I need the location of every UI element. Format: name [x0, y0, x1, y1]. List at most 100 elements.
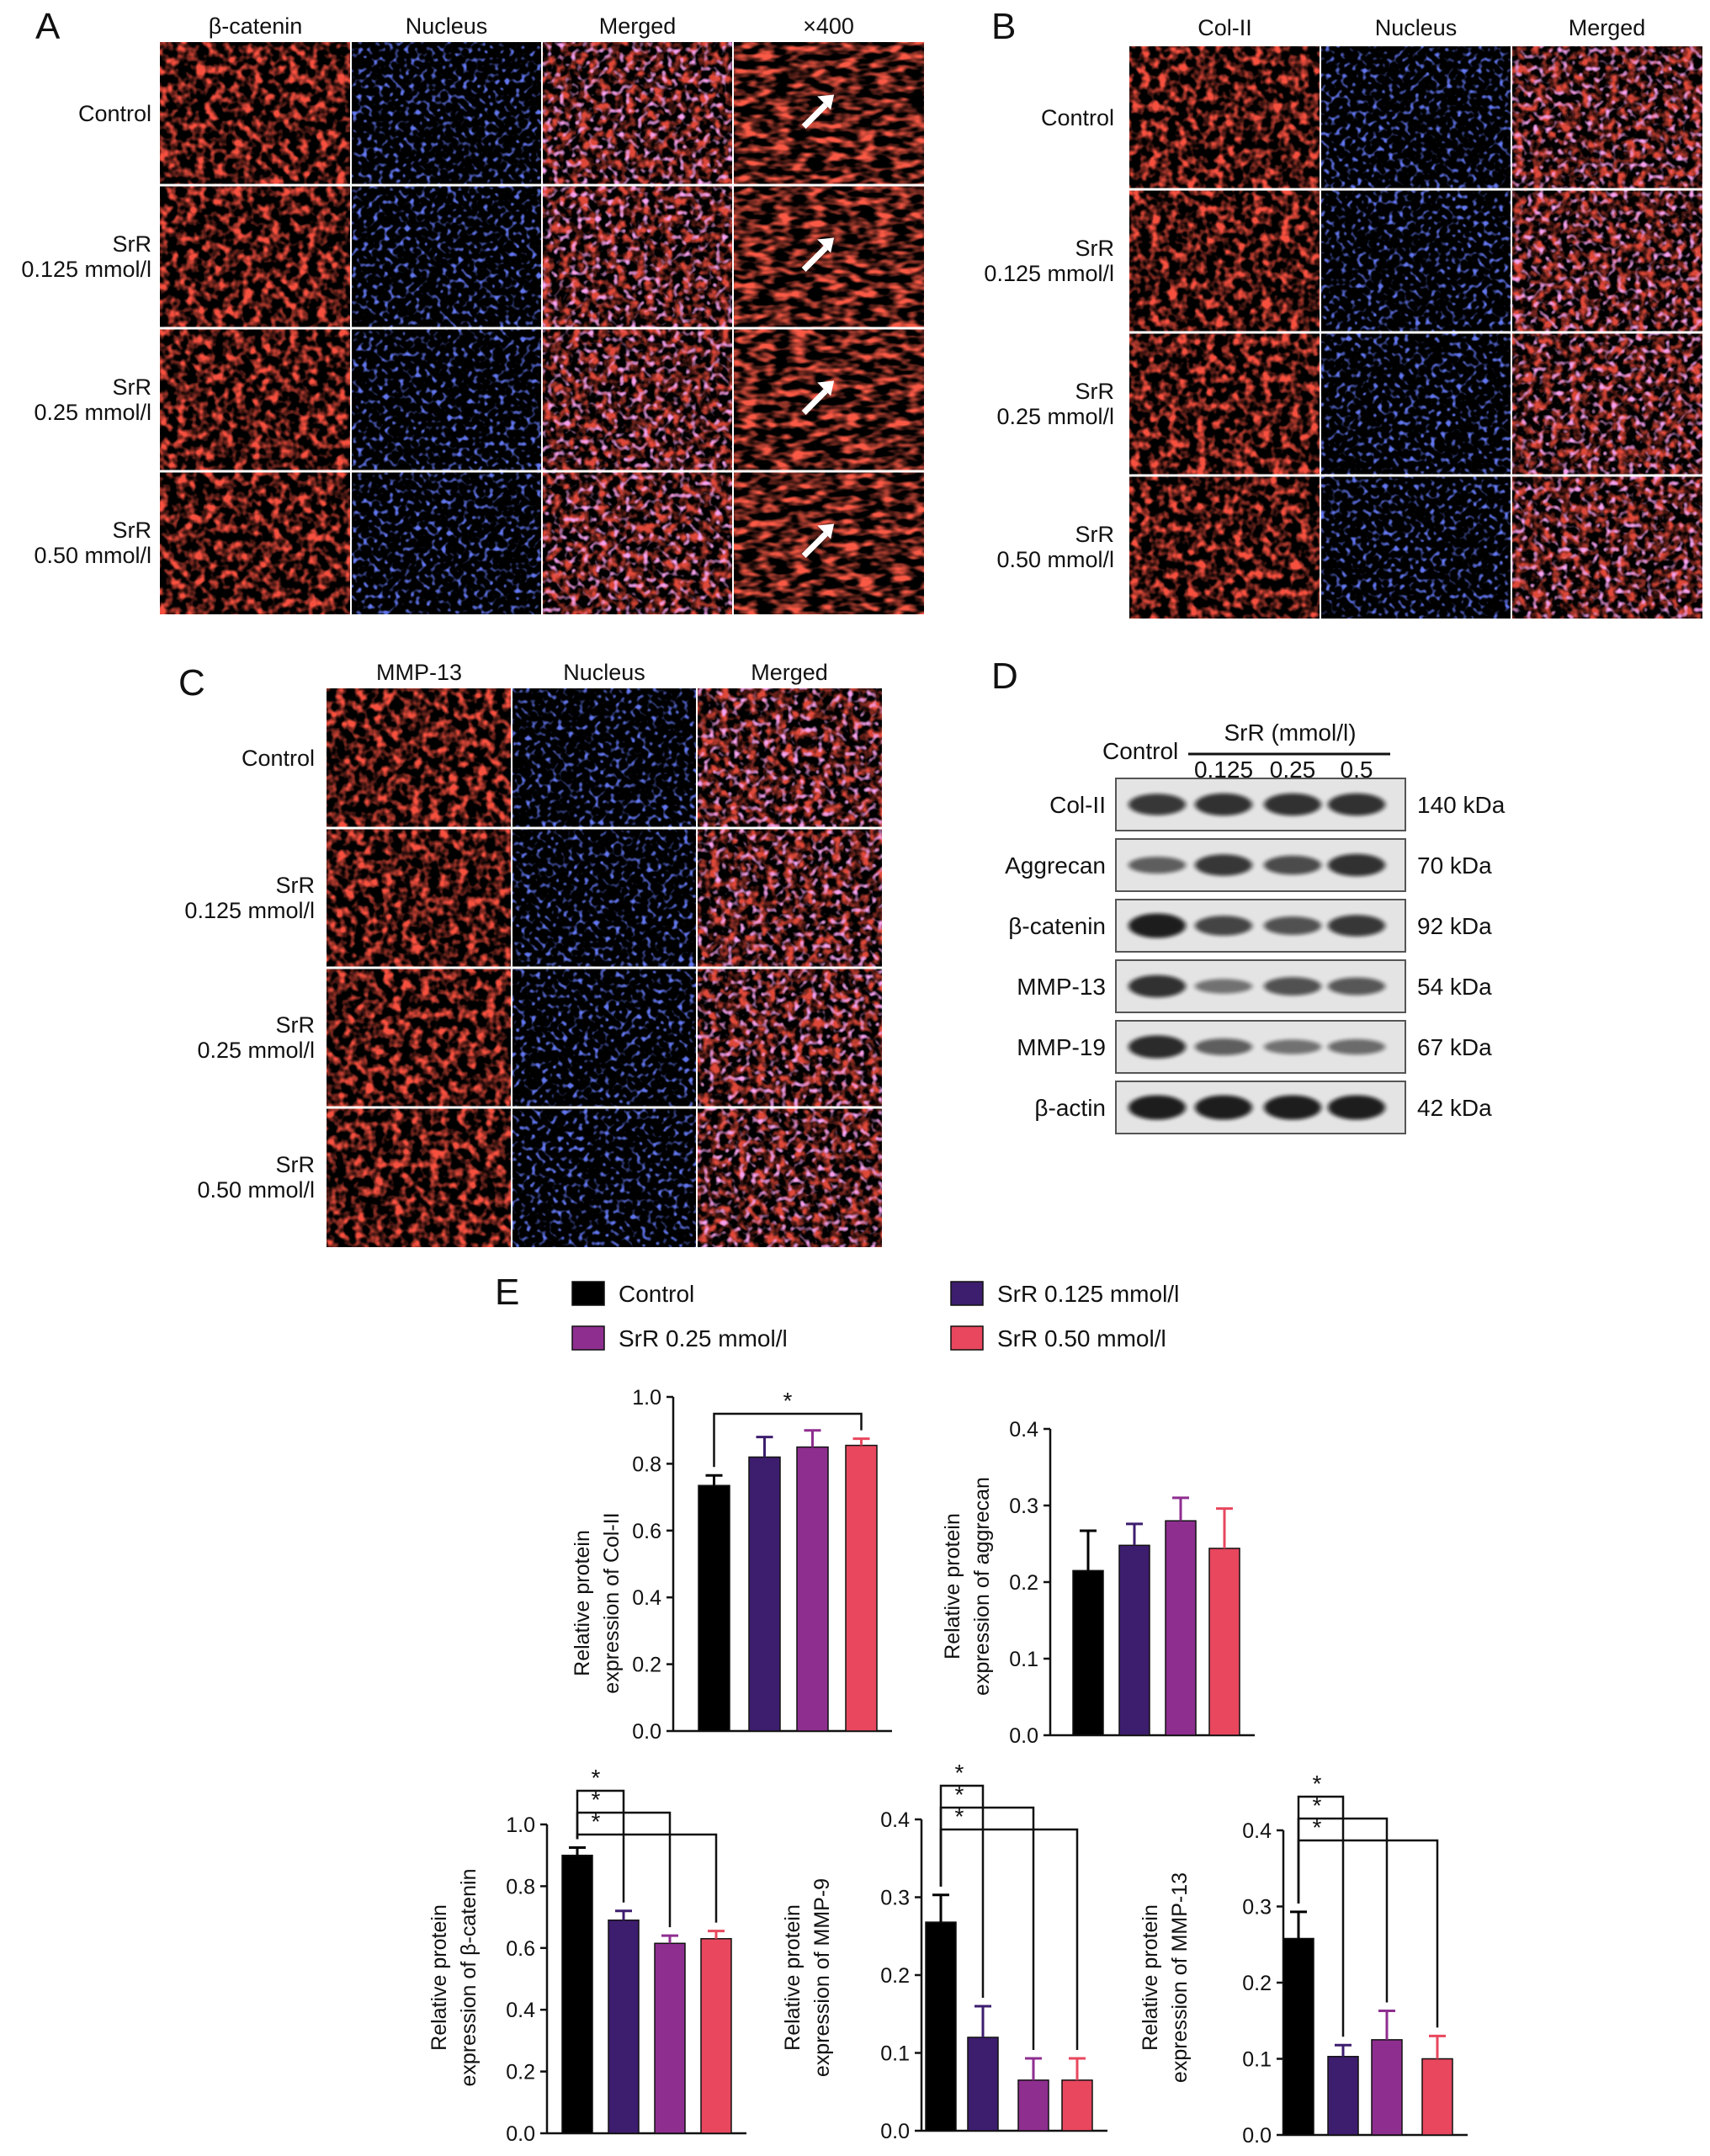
y-axis-label: expression of MMP-9: [810, 1878, 834, 2077]
significance-mark: *: [955, 1803, 964, 1829]
row-label: SrR: [1075, 236, 1115, 261]
y-tick-label: 0.4: [1242, 1819, 1272, 1843]
row-label: SrR: [276, 1152, 316, 1177]
blot-size-label: 54 kDa: [1417, 974, 1492, 1000]
significance-mark: *: [1313, 1814, 1322, 1840]
significance-bracket: [1297, 1839, 1439, 2028]
micrograph-tile: [697, 968, 882, 1107]
y-tick-label: 0.4: [880, 1808, 910, 1832]
column-header: Merged: [599, 13, 677, 39]
blot-band: [1328, 915, 1385, 937]
row-label: SrR: [276, 873, 316, 898]
micrograph-tile: [327, 1107, 512, 1247]
significance-mark: *: [592, 1808, 601, 1835]
blot-size-label: 70 kDa: [1417, 852, 1492, 879]
blot-band: [1195, 1095, 1252, 1120]
bar: [608, 1920, 640, 2134]
significance-bracket: [939, 1828, 1079, 2050]
panel-label-b: B: [991, 6, 1016, 47]
blot-band: [1195, 1038, 1252, 1056]
y-axis-label: expression of aggrecan: [970, 1477, 994, 1696]
y-tick-label: 0.0: [506, 2122, 535, 2146]
y-tick-label: 0.2: [880, 1964, 910, 1988]
y-tick-label: 0.4: [506, 1999, 535, 2022]
blot-size-label: 42 kDa: [1417, 1095, 1492, 1121]
bar: [796, 1446, 829, 1732]
legend-label: SrR 0.50 mmol/l: [997, 1325, 1166, 1351]
micrograph-tile: [542, 42, 733, 185]
blot-band: [1128, 974, 1186, 998]
significance-mark: *: [592, 1787, 601, 1813]
y-tick-label: 0.2: [632, 1654, 661, 1677]
blot-band: [1128, 1095, 1186, 1120]
blot-band: [1195, 979, 1252, 994]
blot-protein-label: β-actin: [1034, 1095, 1106, 1121]
blot-strip: [1115, 1081, 1406, 1134]
blot-protein-label: MMP-13: [1017, 974, 1106, 1000]
row-label: SrR: [276, 1012, 316, 1038]
y-tick-label: 0.4: [1009, 1418, 1038, 1442]
micrograph-tile: [160, 185, 351, 328]
y-tick-label: 0.6: [506, 1937, 535, 1961]
bar: [698, 1484, 730, 1732]
microscopy-grid-a: β-catenin Nucleus Merged ×400ControlSrR0.12…: [21, 13, 924, 614]
arrow-icon: [801, 237, 835, 272]
bar-charts-panel: Control SrR 0.125 mmol/l SrR 0.25 mmol/l Sr…: [428, 1281, 1468, 2148]
micrograph-tile: [1129, 46, 1320, 189]
bar: [1118, 1544, 1150, 1736]
bar: [967, 2037, 999, 2132]
blot-strip: [1115, 1020, 1406, 1074]
column-header: MMP-13: [376, 660, 462, 685]
significance-mark: *: [592, 1765, 601, 1791]
row-label: SrR: [1075, 379, 1115, 404]
blot-band: [1128, 1035, 1186, 1059]
micrograph-tile: [1320, 46, 1511, 189]
panel-label-e: E: [495, 1272, 519, 1313]
legend-label: SrR 0.125 mmol/l: [997, 1281, 1179, 1307]
micrograph-tile: [733, 328, 924, 471]
bar: [1371, 2039, 1403, 2136]
bar: [1327, 2056, 1359, 2136]
row-label: 0.25 mmol/l: [996, 404, 1114, 429]
blot-band: [1195, 854, 1252, 876]
y-tick-label: 0.1: [880, 2042, 910, 2066]
y-axis-label: Relative protein: [1139, 1904, 1162, 2051]
micrograph-tile: [1511, 46, 1702, 189]
y-tick-label: 0.4: [632, 1586, 661, 1610]
blot-strip: [1115, 778, 1406, 831]
micrograph-tile: [512, 828, 697, 968]
micrograph-tile: [327, 968, 512, 1107]
blot-band: [1264, 916, 1321, 935]
significance-mark: *: [1313, 1771, 1322, 1797]
micrograph-tile: [542, 185, 733, 328]
blot-protein-label: Aggrecan: [1005, 852, 1106, 879]
micrograph-tile: [1511, 189, 1702, 332]
micrograph-tile: [160, 328, 351, 471]
bar: [845, 1444, 878, 1732]
row-label: 0.125 mmol/l: [184, 898, 315, 923]
blot-band: [1128, 794, 1186, 815]
micrograph-tile: [697, 688, 882, 828]
y-tick-label: 0.1: [1242, 2048, 1272, 2072]
micrograph-tile: [733, 42, 924, 185]
row-label: Control: [1041, 105, 1114, 130]
y-tick-label: 0.0: [880, 2120, 910, 2143]
y-tick-label: 1.0: [506, 1813, 535, 1837]
column-header: Merged: [1569, 15, 1646, 40]
bar-chart: 0.0 0.2 0.4 0.6 0.8 1.0 Relative protein expres…: [428, 1765, 746, 2146]
legend-swatch: [950, 1281, 984, 1306]
blot-band: [1328, 1038, 1385, 1055]
bar: [925, 1921, 957, 2132]
row-label: Control: [242, 746, 315, 771]
y-tick-label: 1.0: [632, 1386, 661, 1410]
micrograph-tile: [1511, 475, 1702, 619]
y-tick-label: 0.0: [632, 1720, 661, 1744]
y-axis-label: Relative protein: [941, 1513, 964, 1659]
y-axis-label: expression of MMP-13: [1168, 1872, 1192, 2083]
micrograph-tile: [542, 328, 733, 471]
arrow-icon: [801, 94, 835, 129]
panel-label-a: A: [35, 6, 61, 47]
micrograph-tile: [1320, 475, 1511, 619]
